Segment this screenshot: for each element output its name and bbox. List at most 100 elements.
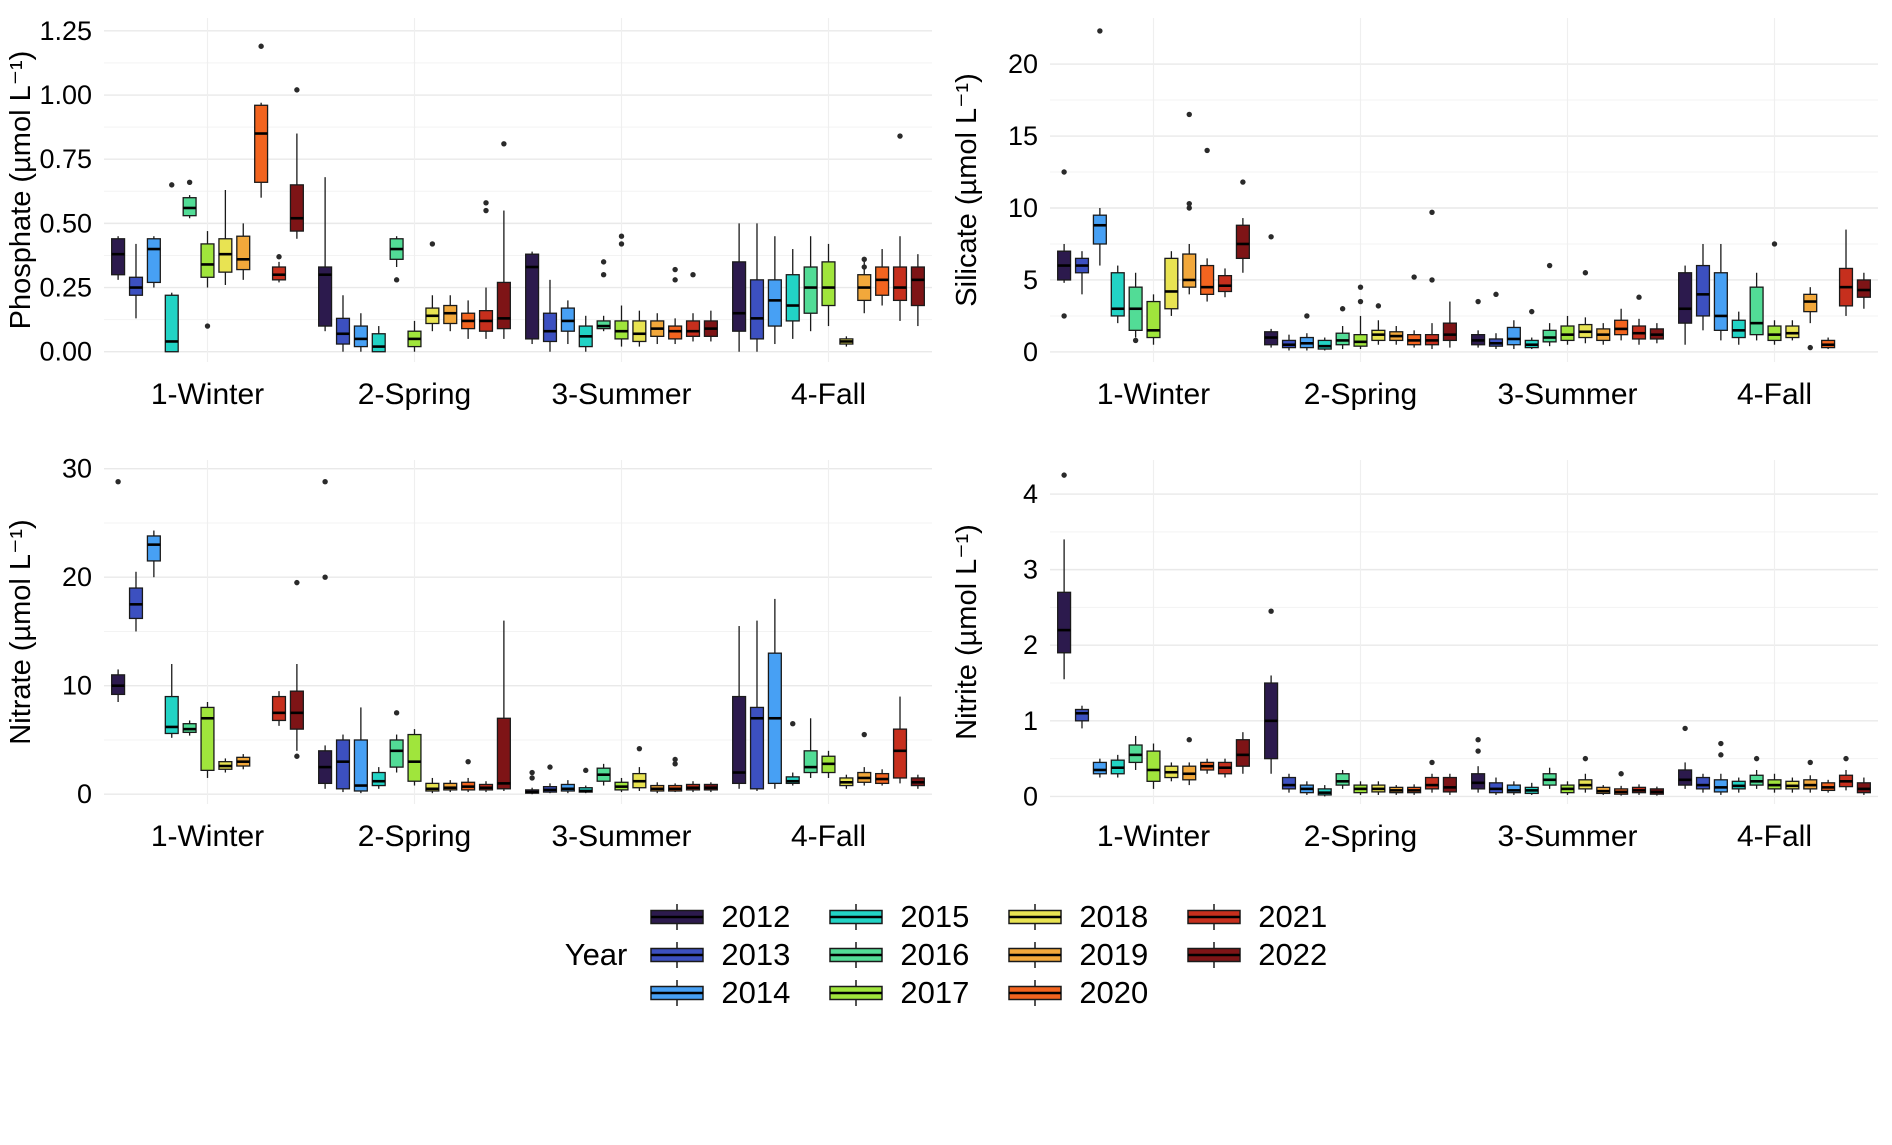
legend-year-label: 2013 xyxy=(721,937,791,972)
legend-key-boxplot-glyph xyxy=(650,980,705,1006)
outlier-point xyxy=(393,710,400,716)
outlier-point xyxy=(393,277,400,283)
y-tick-label: 0 xyxy=(77,779,92,809)
outlier-point xyxy=(1843,755,1849,762)
legend-year-label: 2015 xyxy=(900,899,970,934)
boxplot-box-2022 xyxy=(1235,739,1250,767)
boxplot-box-2014 xyxy=(146,535,161,562)
y-tick-label: 10 xyxy=(62,671,92,701)
legend-key-boxplot-glyph xyxy=(650,942,705,968)
outlier-point xyxy=(1339,306,1346,312)
outlier-point xyxy=(1546,262,1553,269)
legend-year-label: 2012 xyxy=(721,899,791,934)
outlier-point xyxy=(1240,179,1246,185)
outlier-point xyxy=(600,272,607,278)
boxplot-box-2015 xyxy=(1317,339,1332,350)
boxplot-box-2012 xyxy=(1471,773,1486,790)
boxplot-box-2014 xyxy=(767,279,782,327)
boxplot-box-2013 xyxy=(335,317,351,345)
x-axis-label: 4-Fall xyxy=(791,378,866,411)
boxplot-box-2015 xyxy=(1110,272,1125,317)
boxplot-box-2018 xyxy=(425,782,440,792)
y-tick-label: 1.00 xyxy=(39,80,92,110)
x-axis-label: 3-Summer xyxy=(1497,820,1637,853)
outlier-point xyxy=(636,745,643,752)
boxplot-box-2013 xyxy=(335,739,351,790)
boxplot-box-2012 xyxy=(1057,591,1072,654)
outlier-point xyxy=(294,579,300,586)
boxplot-box-2022 xyxy=(1442,776,1457,793)
outlier-point xyxy=(690,272,696,278)
outlier-point xyxy=(672,761,678,767)
x-axis-label: 1-Winter xyxy=(1097,378,1210,411)
outlier-point xyxy=(483,207,489,214)
x-axis-label: 2-Spring xyxy=(358,820,471,853)
outlier-point xyxy=(322,479,328,485)
y-axis-title: Nitrate (µmol L⁻¹) xyxy=(5,519,37,744)
x-axis-label: 3-Summer xyxy=(1497,378,1637,411)
y-tick-label: 30 xyxy=(62,454,92,484)
boxplot-box-2017 xyxy=(821,261,836,307)
x-axis-label: 4-Fall xyxy=(791,820,866,853)
x-axis-label: 3-Summer xyxy=(551,820,691,853)
outlier-point xyxy=(1582,270,1589,276)
outlier-point xyxy=(465,758,471,765)
outlier-point xyxy=(1807,344,1813,351)
boxplot-box-2014 xyxy=(1092,761,1107,775)
outlier-point xyxy=(276,254,282,260)
outlier-point xyxy=(1268,608,1274,614)
x-axis-label: 2-Spring xyxy=(358,378,471,411)
boxplot-box-2017 xyxy=(1146,750,1161,782)
outlier-point xyxy=(861,731,867,738)
y-tick-label: 0.25 xyxy=(39,273,92,303)
boxplot-box-2012 xyxy=(525,253,540,340)
legend-item-2019: 2019 xyxy=(1003,936,1148,974)
boxplot-box-2021 xyxy=(1424,776,1440,790)
outlier-point xyxy=(1618,771,1624,777)
outlier-point xyxy=(1268,234,1274,240)
legend-year-label: 2021 xyxy=(1258,899,1328,934)
outlier-point xyxy=(1529,308,1535,315)
outlier-point xyxy=(1718,740,1724,747)
boxplot-box-2022 xyxy=(496,717,511,790)
outlier-point xyxy=(1186,111,1192,118)
legend-item-2015: 2015 xyxy=(824,898,969,936)
legend-item-2020: 2020 xyxy=(1003,974,1148,1012)
boxplot-box-2016 xyxy=(1749,286,1764,336)
boxplot-box-2013 xyxy=(1695,264,1711,317)
legend-key-boxplot-glyph xyxy=(829,942,884,968)
boxplot-box-2017 xyxy=(1767,325,1782,342)
boxplot-box-2019 xyxy=(1182,253,1197,288)
boxplot-box-2014 xyxy=(353,325,368,348)
boxplot-box-2021 xyxy=(271,695,287,722)
boxplot-box-2014 xyxy=(1713,272,1728,331)
x-axis-label: 2-Spring xyxy=(1304,378,1417,411)
y-axis-title: Nitrite (µmol L⁻¹) xyxy=(951,524,983,740)
boxplot-box-2016 xyxy=(1542,329,1557,343)
boxplot-box-2013 xyxy=(1074,708,1090,722)
outlier-point xyxy=(1061,472,1067,478)
outlier-point xyxy=(483,200,489,206)
boxplot-box-2018 xyxy=(632,320,647,343)
legend-year-label: 2014 xyxy=(721,975,791,1010)
boxplot-box-2013 xyxy=(749,706,765,790)
y-tick-label: 20 xyxy=(1008,49,1038,79)
legend-year-label: 2022 xyxy=(1258,937,1328,972)
outlier-point xyxy=(583,767,589,774)
boxplot-box-2016 xyxy=(1335,332,1350,346)
boxplot-box-2017 xyxy=(200,706,215,772)
outlier-point xyxy=(1357,298,1364,305)
x-axis-label: 1-Winter xyxy=(151,378,264,411)
y-tick-label: 0.00 xyxy=(39,337,92,367)
boxplot-box-2022 xyxy=(1235,224,1250,260)
outlier-point xyxy=(1771,241,1778,247)
outlier-point xyxy=(1204,147,1210,154)
boxplot-box-2012 xyxy=(1678,272,1693,324)
y-tick-label: 10 xyxy=(1008,193,1038,223)
boxplot-box-2014 xyxy=(353,739,368,792)
year-legend: Year 2012 2013 2014 2015 2016 2017 2018 2019 202… xyxy=(565,898,1328,1012)
y-tick-label: 0.75 xyxy=(39,144,92,174)
boxplot-box-2016 xyxy=(389,739,404,768)
outlier-point xyxy=(1807,759,1813,766)
boxplot-box-2020 xyxy=(1200,264,1215,296)
